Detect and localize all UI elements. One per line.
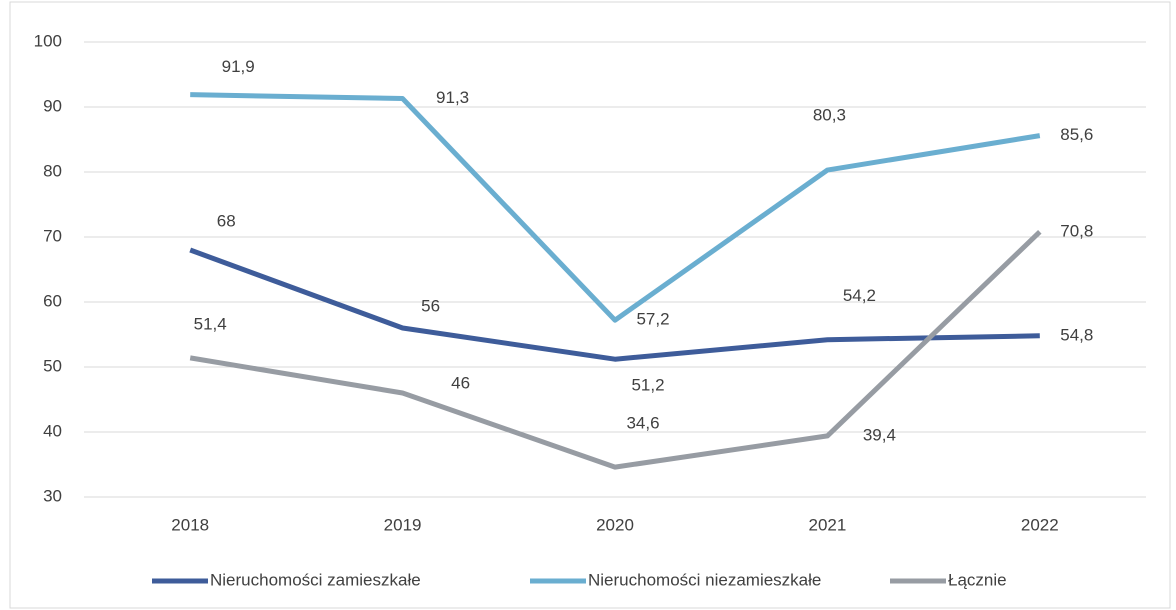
data-label: 80,3 [813,106,846,125]
y-tick-label: 50 [43,356,62,375]
x-tick-label: 2019 [384,515,422,534]
data-label: 54,8 [1060,325,1093,344]
series-line [189,247,1040,362]
x-tick-label: 2018 [171,515,209,534]
y-tick-label: 40 [43,421,62,440]
series-line [189,229,1042,470]
data-label: 56 [421,296,440,315]
data-label: 54,2 [843,286,876,305]
legend-label: Nieruchomości zamieszkałe [210,570,421,589]
data-label: 91,9 [222,57,255,76]
data-label: 51,4 [194,314,227,333]
y-tick-label: 80 [43,161,62,180]
y-tick-label: 30 [43,486,62,505]
x-tick-label: 2021 [808,515,846,534]
chart-border [9,1,1171,609]
data-label: 39,4 [863,425,896,444]
series-line [190,92,1041,323]
data-label: 85,6 [1060,125,1093,144]
data-label: 68 [217,211,236,230]
legend-label: Nieruchomości niezamieszkałe [588,570,821,589]
legend-label: Łącznie [948,570,1007,589]
data-label: 57,2 [636,310,669,329]
y-tick-label: 100 [34,31,62,50]
y-tick-label: 90 [43,96,62,115]
data-label: 70,8 [1060,221,1093,240]
y-tick-label: 60 [43,291,62,310]
data-label: 34,6 [626,414,659,433]
y-tick-label: 70 [43,226,62,245]
data-label: 91,3 [436,88,469,107]
x-tick-label: 2022 [1021,515,1059,534]
data-label: 46 [451,373,470,392]
data-label: 51,2 [631,376,664,395]
x-tick-label: 2020 [596,515,634,534]
